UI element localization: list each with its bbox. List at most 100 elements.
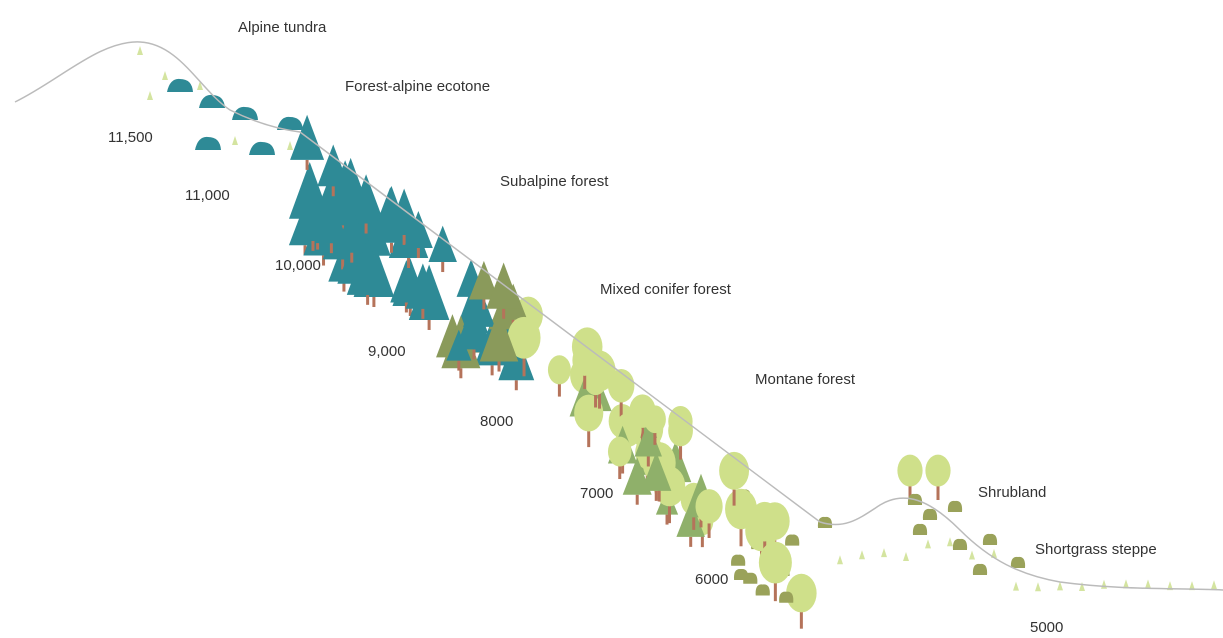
trunk xyxy=(707,517,711,538)
trunk xyxy=(522,351,526,377)
conifer xyxy=(405,263,440,309)
vegetation xyxy=(137,46,1217,629)
trunk xyxy=(773,576,777,602)
trunk xyxy=(618,461,622,480)
trunk xyxy=(331,186,335,197)
trunk xyxy=(667,499,671,524)
deciduous xyxy=(786,573,817,613)
trunk xyxy=(557,379,561,397)
trunk xyxy=(342,281,346,292)
trunk xyxy=(583,370,587,389)
trunk xyxy=(408,305,412,316)
trunk xyxy=(364,223,368,234)
conifer xyxy=(314,198,349,244)
shrub xyxy=(972,563,988,575)
trunk xyxy=(457,360,461,371)
elevation-label: 10,000 xyxy=(275,257,321,274)
trunk xyxy=(514,380,518,391)
grass xyxy=(1057,581,1063,591)
trunk xyxy=(587,425,591,448)
trunk xyxy=(350,252,354,263)
zone-label: Alpine tundra xyxy=(238,19,327,36)
deciduous xyxy=(507,316,541,359)
zone-label: Shortgrass steppe xyxy=(1035,541,1157,558)
trunk xyxy=(490,365,494,376)
grass xyxy=(1079,581,1085,591)
grass xyxy=(1145,579,1151,589)
conifer xyxy=(468,260,499,300)
shrub xyxy=(952,538,968,550)
elevation-label: 11,500 xyxy=(108,129,153,146)
deciduous xyxy=(695,489,723,524)
trunk xyxy=(679,441,683,460)
shrub xyxy=(779,591,794,603)
conifer xyxy=(676,500,705,537)
cushion xyxy=(167,78,193,92)
trunk xyxy=(598,384,602,409)
deciduous xyxy=(607,436,632,467)
conifer xyxy=(346,237,389,295)
trunk xyxy=(700,530,704,548)
trunk xyxy=(497,361,501,372)
deciduous xyxy=(749,501,781,542)
deciduous xyxy=(897,454,923,487)
conifer xyxy=(641,451,672,491)
trunk xyxy=(311,240,315,251)
trunk xyxy=(316,239,320,250)
conifer xyxy=(403,211,433,249)
trunk xyxy=(389,242,393,253)
trunk xyxy=(763,534,767,559)
trunk xyxy=(459,368,463,379)
zone-label: Subalpine forest xyxy=(500,173,609,190)
trunk xyxy=(441,262,445,273)
grass xyxy=(859,550,865,560)
grass xyxy=(137,46,143,55)
grass xyxy=(1035,582,1041,592)
cushion xyxy=(232,106,258,120)
conifer xyxy=(634,421,662,457)
trunk xyxy=(303,245,307,256)
grass xyxy=(147,91,153,100)
trunk xyxy=(366,294,370,305)
deciduous xyxy=(925,454,951,487)
elevation-label: 5000 xyxy=(1030,619,1063,636)
shrub xyxy=(1010,556,1026,568)
trunk xyxy=(427,319,431,330)
grass xyxy=(1123,579,1129,589)
trunk xyxy=(654,490,658,501)
conifer xyxy=(289,161,331,219)
trunk xyxy=(689,536,693,547)
trunk xyxy=(472,349,476,360)
zone-label: Forest-alpine ecotone xyxy=(345,78,490,95)
zone-label: Montane forest xyxy=(755,371,856,388)
grass xyxy=(925,539,931,549)
deciduous xyxy=(572,344,598,376)
conifer xyxy=(334,206,370,253)
zone-label: Mixed conifer forest xyxy=(600,281,732,298)
grass xyxy=(1101,579,1107,589)
grass xyxy=(1013,581,1019,591)
grass xyxy=(991,548,997,558)
shrub xyxy=(922,508,938,520)
shrub xyxy=(733,568,749,581)
grass xyxy=(947,537,953,547)
elevation-label: 9,000 xyxy=(368,343,406,360)
trunk xyxy=(329,243,333,254)
conifer xyxy=(317,144,350,187)
grass xyxy=(232,136,238,145)
trunk xyxy=(799,605,803,629)
trunk xyxy=(653,428,657,445)
shrub xyxy=(731,554,746,566)
trunk xyxy=(621,463,625,474)
trunk xyxy=(341,259,345,270)
grass xyxy=(162,71,168,80)
trunk xyxy=(305,159,309,170)
trunk xyxy=(502,308,506,319)
trunk xyxy=(482,299,486,310)
grass xyxy=(881,548,887,558)
grass xyxy=(197,81,203,90)
elevation-label: 8000 xyxy=(480,413,513,430)
trunk xyxy=(407,258,411,269)
conifer xyxy=(428,225,457,263)
